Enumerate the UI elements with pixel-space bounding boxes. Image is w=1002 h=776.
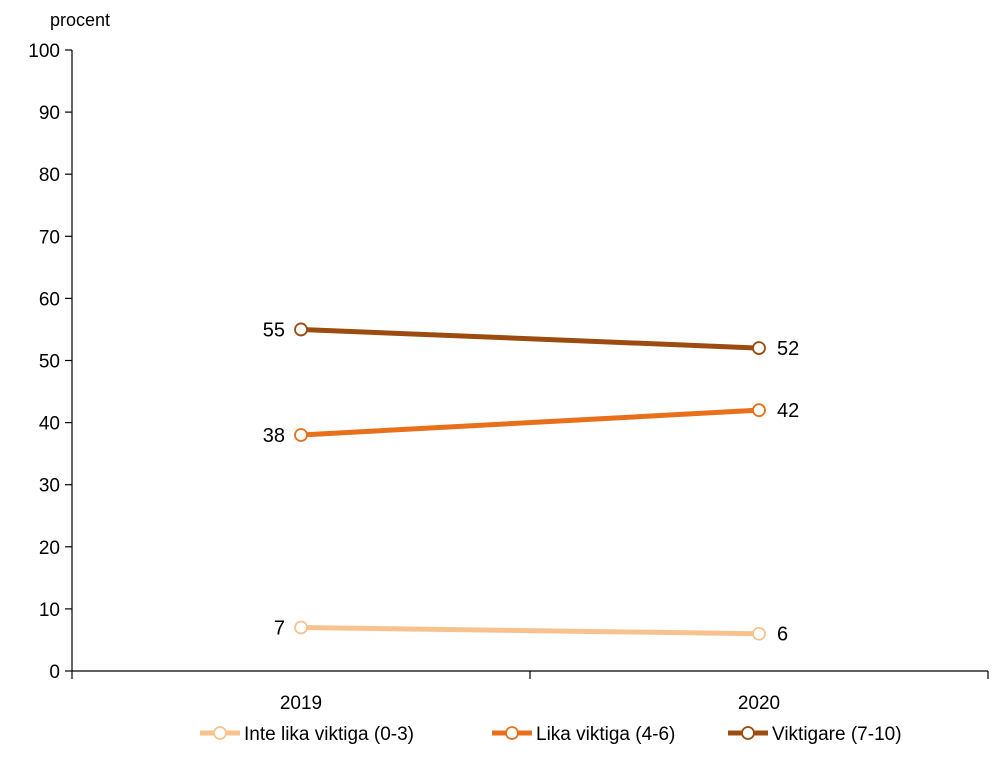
data-label: 6 [777, 624, 788, 646]
data-point [294, 322, 308, 337]
data-point [752, 626, 766, 641]
y-tick-label: 20 [39, 538, 60, 559]
data-point [294, 428, 308, 442]
legend: Inte lika viktiga (0-3) Lika viktiga (4-6… [200, 724, 902, 745]
data-label: 42 [777, 400, 799, 422]
x-tick-label: 2019 [280, 693, 322, 714]
legend-label: Inte lika viktiga (0-3) [244, 724, 414, 745]
data-point [294, 620, 308, 635]
y-tick-label: 30 [39, 476, 60, 497]
data-label: 55 [263, 319, 285, 341]
y-tick-label: 70 [39, 227, 60, 248]
x-axis: 2019 2020 [71, 670, 989, 714]
y-tick-label: 60 [39, 289, 60, 310]
legend-swatch-marker [213, 726, 227, 740]
y-tick-label: 80 [39, 165, 60, 186]
series-layer [294, 322, 766, 641]
legend-swatch-marker [741, 726, 755, 740]
series-line [298, 407, 762, 438]
data-label: 7 [274, 618, 285, 640]
y-axis-unit-label: procent [50, 10, 110, 30]
data-label: 38 [263, 425, 285, 447]
x-tick-label: 2020 [738, 693, 780, 714]
y-tick-label: 10 [39, 600, 60, 621]
y-axis: 0 10 20 30 40 50 60 70 80 90 100 [28, 41, 73, 683]
legend-swatch-marker [505, 726, 519, 740]
data-point [752, 403, 766, 418]
y-tick-label: 40 [39, 414, 60, 435]
data-labels: 7 6 38 42 55 52 [263, 319, 800, 645]
y-tick-label: 0 [49, 662, 60, 683]
y-tick-label: 90 [39, 103, 60, 124]
y-tick-label: 100 [28, 41, 60, 62]
series-line [298, 625, 762, 637]
data-label: 52 [777, 338, 799, 360]
data-point [752, 341, 766, 355]
legend-label: Viktigare (7-10) [772, 724, 902, 745]
y-tick-label: 50 [39, 352, 60, 373]
series-line [298, 326, 762, 351]
legend-label: Lika viktiga (4-6) [536, 724, 675, 745]
